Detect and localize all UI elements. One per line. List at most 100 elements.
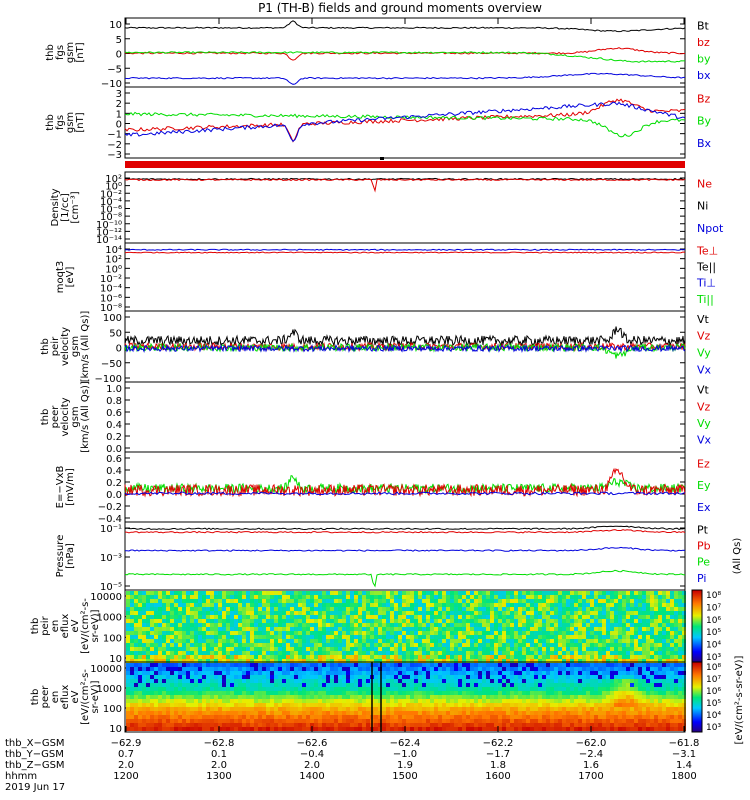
ytick-label: 10⁻⁴	[100, 197, 122, 208]
ylabel-line: en	[50, 620, 61, 633]
quality-flag-bar	[125, 161, 685, 168]
series-Ez	[124, 467, 686, 498]
cbar-tick-label: 10⁴	[706, 641, 721, 651]
ylabel-line: thb	[40, 409, 51, 426]
ylabel-espec: thb peer en eflux eV [eV/(cm²-s-sr-eV)]	[30, 669, 101, 725]
ylabel-ispec: thb peir en eflux eV [eV/(cm²-s-sr-eV)]	[30, 598, 101, 654]
ytick-label: 2	[116, 99, 122, 110]
cbar-tick-label: 10⁷	[706, 675, 721, 685]
xaxis-value: 1300	[206, 771, 231, 782]
ytick-label: −100	[95, 374, 122, 385]
legend-fgs-Bt: Bt	[697, 20, 710, 33]
legend-vi-Vx: Vx	[697, 364, 712, 377]
series-Ne	[124, 178, 686, 193]
ylabel-line: [eV/(cm²-s-	[80, 598, 91, 654]
xaxis-row-label: hhmm	[5, 771, 37, 782]
ytick-label: 10⁻²	[100, 274, 122, 285]
cbar-tick-label: 10⁶	[706, 616, 721, 626]
ylabel-ve: thb peer velocity gsm [km/s (All Qs)]	[40, 381, 91, 453]
legend-dens-Npot: Npot	[697, 222, 724, 235]
ylabel-line: thb	[45, 44, 56, 61]
ylabel-line: fgs	[55, 45, 66, 60]
ylabel-line: [mV/m]	[65, 468, 76, 506]
ylabel-vi: thb peir velocity gsm [km/s (All Qs)]	[40, 311, 91, 383]
ytick-label: 10⁻⁶	[100, 205, 122, 216]
ylabel-fgl: thb fgs gsm [nT]	[45, 112, 86, 133]
series-Pe	[124, 569, 686, 588]
cbar-ion	[692, 590, 702, 663]
ytick-label: 1	[116, 109, 122, 120]
ylabel-line: peer	[40, 685, 51, 709]
series-Vx	[124, 343, 686, 354]
xaxis-value: 2.0	[211, 760, 227, 771]
panel-frame-ve	[124, 381, 686, 453]
legend-ve-Vz: Vz	[697, 400, 711, 413]
ytick-label: 50	[109, 328, 122, 339]
ylabel-line: peer	[50, 405, 61, 429]
ylabel-line: eV	[70, 690, 81, 703]
ylabel-line: Pressure	[55, 535, 66, 578]
xaxis-value: 0.7	[118, 749, 134, 760]
legend-fgs-bz: bz	[697, 36, 710, 49]
legend-vi-Vt: Vt	[697, 313, 710, 326]
ytick-label: 0.0	[106, 490, 122, 501]
ytick-label: 1.0	[106, 384, 122, 395]
xaxis-row-label: thb_Y−GSM	[5, 749, 64, 760]
cbar-tick-label: 10³	[706, 653, 721, 663]
legend-press-Pe: Pe	[697, 556, 710, 569]
panel-frame-fgl	[124, 86, 686, 159]
cbar-tick-label: 10⁴	[706, 711, 721, 721]
ytick-label: 1000	[97, 684, 122, 695]
ytick-label: 10⁻¹⁰	[96, 220, 122, 231]
spectrogram-ispec	[126, 591, 686, 663]
legend-press-Pt: Pt	[697, 523, 709, 536]
xaxis-value: −62.0	[576, 738, 607, 749]
ytick-label: 10⁻¹²	[96, 227, 122, 238]
ylabel-line: moqt3	[55, 261, 66, 294]
cbar-tick-label: 10⁵	[706, 628, 721, 638]
ytick-label: 10⁻⁵	[100, 582, 122, 593]
series-By	[124, 111, 686, 138]
legend-ve-Vy: Vy	[697, 417, 711, 430]
plot-title: P1 (TH-B) fields and ground moments over…	[258, 1, 542, 15]
ylabel-line: [eV]	[65, 267, 76, 288]
ytick-label: 10⁻⁸	[100, 303, 122, 314]
xaxis-value: 1800	[671, 771, 696, 782]
ytick-label: 0.6	[106, 408, 122, 419]
ylabel-line: sr-eV)]	[90, 680, 101, 713]
ytick-label: 0.2	[106, 478, 122, 489]
ytick-label: 0.8	[106, 396, 122, 407]
ytick-label: −3	[107, 150, 122, 161]
ytick-label: 0.0	[106, 444, 122, 455]
legend-dens-Ni: Ni	[697, 200, 708, 213]
ytick-label: 10⁻¹⁴	[96, 235, 122, 246]
ytick-label: 10	[109, 654, 122, 665]
ytick-label: 10	[109, 724, 122, 735]
legend-vi-Vy: Vy	[697, 347, 711, 360]
xaxis-value: −62.4	[390, 738, 421, 749]
xaxis-value: −62.2	[483, 738, 514, 749]
ylabel-dens: Density [1/cc] [cm⁻³]	[50, 188, 81, 226]
ytick-label: 10⁻³	[100, 553, 122, 564]
cbar-tick-label: 10⁸	[706, 591, 721, 601]
ytick-label: 1000	[97, 613, 122, 624]
ytick-label: 0.2	[106, 432, 122, 443]
ylabel-line: en	[50, 691, 61, 704]
pressure-side-label: (All Qs)	[732, 538, 743, 575]
ytick-label: 10²	[105, 255, 122, 266]
ylabel-line: gsm	[70, 406, 81, 427]
ytick-label: −5	[107, 64, 122, 75]
cbar-tick-label: 10⁷	[706, 603, 721, 613]
ylabel-line: [km/s (All Qs)]	[80, 311, 91, 383]
series-Bx	[124, 101, 686, 143]
ytick-label: 10⁻²	[100, 189, 122, 200]
legend-fgs-by: by	[697, 52, 711, 65]
series-Vt	[124, 326, 686, 348]
ylabel-line: thb	[45, 114, 56, 131]
legend-fgl-Bx: Bx	[697, 137, 712, 150]
ytick-label: −10	[101, 79, 122, 90]
legend-temp-Ti⊥: Ti⊥	[696, 277, 716, 290]
xaxis-value: −1.0	[393, 749, 417, 760]
ylabel-line: eV	[70, 619, 81, 632]
quality-flag-marker	[380, 157, 384, 160]
